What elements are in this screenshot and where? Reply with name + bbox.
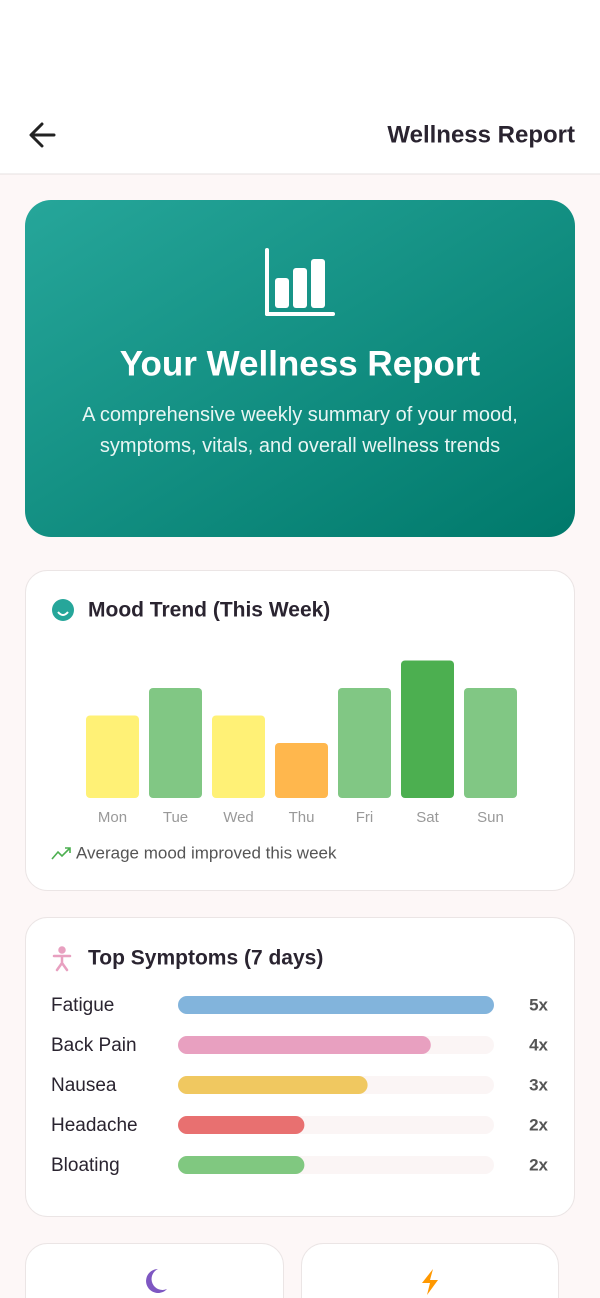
mood-bar: [86, 715, 139, 798]
header-bg: [0, 0, 600, 174]
hero-icon: [265, 248, 335, 316]
hero-title: Your Wellness Report: [120, 344, 481, 383]
x-tick-label: Wed: [223, 809, 254, 826]
x-tick-label: Sun: [477, 809, 504, 826]
symptoms-card: [25, 917, 575, 1217]
symptoms-icon: [52, 946, 72, 972]
symptom-label: Fatigue: [51, 995, 114, 1016]
mood-icon: [52, 599, 74, 621]
symptom-bar: [178, 1156, 305, 1174]
trend-icon: [51, 847, 71, 860]
value-label: 2x: [529, 1155, 548, 1174]
symptom-label: Back Pain: [51, 1035, 137, 1056]
mood-card: [25, 570, 575, 891]
value-label: 2x: [529, 1115, 548, 1134]
back-button[interactable]: [29, 122, 56, 148]
hero-subtitle: A comprehensive weekly summary of your m…: [82, 404, 518, 457]
symptom-label: Nausea: [51, 1075, 117, 1096]
value-label: 5x: [529, 995, 548, 1014]
mood-bar: [464, 688, 517, 798]
sleep-icon: [146, 1269, 167, 1293]
x-tick-label: Fri: [356, 809, 374, 826]
mood-bar: [275, 743, 328, 798]
symptom-bar: [178, 996, 494, 1014]
stat-card[interactable]: [301, 1243, 559, 1298]
card-title: Top Symptoms (7 days): [88, 947, 323, 970]
mood-bar: [149, 688, 202, 798]
mood-bar: [338, 688, 391, 798]
symptom-bar: [178, 1036, 431, 1054]
mood-bar: [212, 715, 265, 798]
symptom-label: Headache: [51, 1115, 138, 1136]
value-label: 4x: [529, 1035, 548, 1054]
header-title: Wellness Report: [387, 121, 575, 148]
card-title: Mood Trend (This Week): [88, 599, 330, 622]
x-tick-label: Mon: [98, 809, 127, 826]
symptom-bar: [178, 1076, 368, 1094]
x-tick-label: Sat: [416, 809, 439, 826]
mood-bar: [401, 660, 454, 798]
hero-card: [25, 200, 575, 537]
mood-note: Average mood improved this week: [76, 843, 337, 862]
symptom-bar: [178, 1116, 305, 1134]
x-tick-label: Thu: [289, 809, 315, 826]
value-label: 3x: [529, 1075, 548, 1094]
mood-icon-smile: [57, 611, 69, 616]
symptom-label: Bloating: [51, 1155, 120, 1176]
energy-icon: [422, 1269, 438, 1295]
x-tick-label: Tue: [163, 809, 188, 826]
